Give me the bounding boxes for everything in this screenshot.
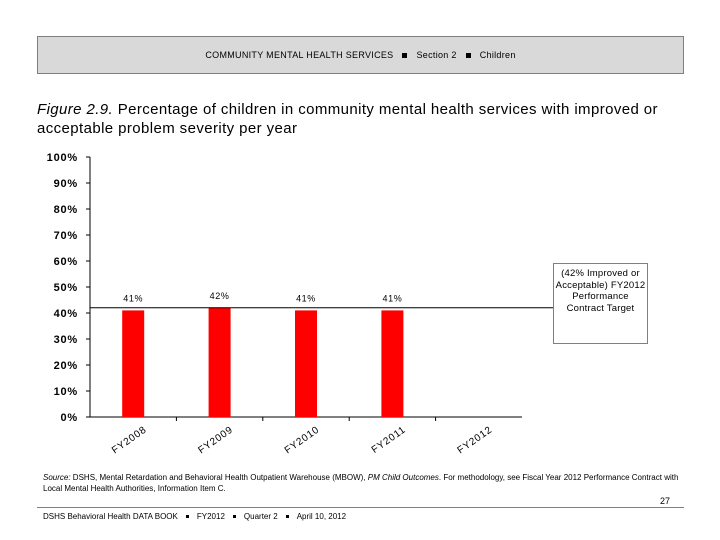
x-tick-label: FY2009 — [196, 424, 235, 456]
data-label: 41% — [123, 293, 143, 303]
figure-label: Figure 2.9. — [37, 101, 114, 118]
page-footer: DSHS Behavioral Health DATA BOOK FY2012 … — [43, 512, 346, 521]
source-text: DSHS, Mental Retardation and Behavioral … — [70, 473, 368, 482]
y-tick-label: 40% — [54, 308, 78, 320]
data-label: 41% — [382, 293, 402, 303]
section-number: Section 2 — [416, 50, 457, 60]
source-note: Source: DSHS, Mental Retardation and Beh… — [43, 472, 683, 494]
y-tick-label: 70% — [54, 230, 78, 242]
y-axis: 0% 10% 20% 30% 40% 50% 60% 70% 80% 90% 100% — [47, 152, 91, 424]
bar — [122, 310, 145, 417]
page-number: 27 — [660, 496, 671, 506]
y-tick-label: 10% — [54, 386, 78, 398]
footer-quarter: Quarter 2 — [243, 512, 278, 521]
bar — [295, 310, 317, 417]
section-title: COMMUNITY MENTAL HEALTH SERVICES — [205, 50, 394, 60]
y-tick-label: 20% — [54, 360, 78, 372]
y-tick-label: 100% — [47, 152, 78, 164]
x-tick-label: FY2011 — [370, 424, 408, 455]
data-label: 42% — [210, 291, 230, 301]
data-label: 41% — [296, 293, 316, 303]
footer-fiscal-year: FY2012 — [196, 512, 225, 521]
bullet-separator — [465, 52, 471, 58]
bar — [381, 310, 404, 417]
figure-title: Figure 2.9. Percentage of children in co… — [37, 100, 677, 138]
source-italic-text: PM Child Outcomes — [367, 473, 439, 482]
footer-publication: DSHS Behavioral Health DATA BOOK — [43, 512, 178, 521]
bullet-separator — [402, 52, 408, 58]
bullet-separator — [285, 515, 289, 518]
x-tick-label: FY2012 — [456, 424, 495, 456]
footer-divider — [37, 507, 684, 508]
bullet-separator — [185, 515, 189, 518]
section-banner: COMMUNITY MENTAL HEALTH SERVICES Section… — [37, 36, 684, 74]
section-topic: Children — [479, 50, 516, 60]
y-tick-label: 90% — [54, 178, 78, 190]
target-annotation: (42% Improved or Acceptable) FY2012 Perf… — [553, 263, 648, 344]
bars: 41% 42% 41% 41% — [122, 291, 404, 417]
bullet-separator — [232, 515, 236, 518]
x-tick-label: FY2010 — [283, 424, 322, 456]
y-tick-label: 60% — [54, 256, 78, 268]
figure-title-text: Percentage of children in community ment… — [37, 101, 658, 137]
bar — [208, 307, 231, 417]
y-tick-label: 0% — [61, 412, 79, 424]
footer-date: April 10, 2012 — [296, 512, 347, 521]
x-axis: FY2008 FY2009 FY2010 FY2011 FY2012 — [90, 416, 522, 456]
y-tick-label: 50% — [54, 282, 78, 294]
x-tick-label: FY2008 — [110, 424, 149, 456]
y-tick-label: 30% — [54, 334, 78, 346]
source-text-end: . For methodology, see Fiscal Year 2012 … — [43, 473, 679, 493]
source-label: Source: — [43, 473, 71, 482]
y-tick-label: 80% — [54, 204, 78, 216]
